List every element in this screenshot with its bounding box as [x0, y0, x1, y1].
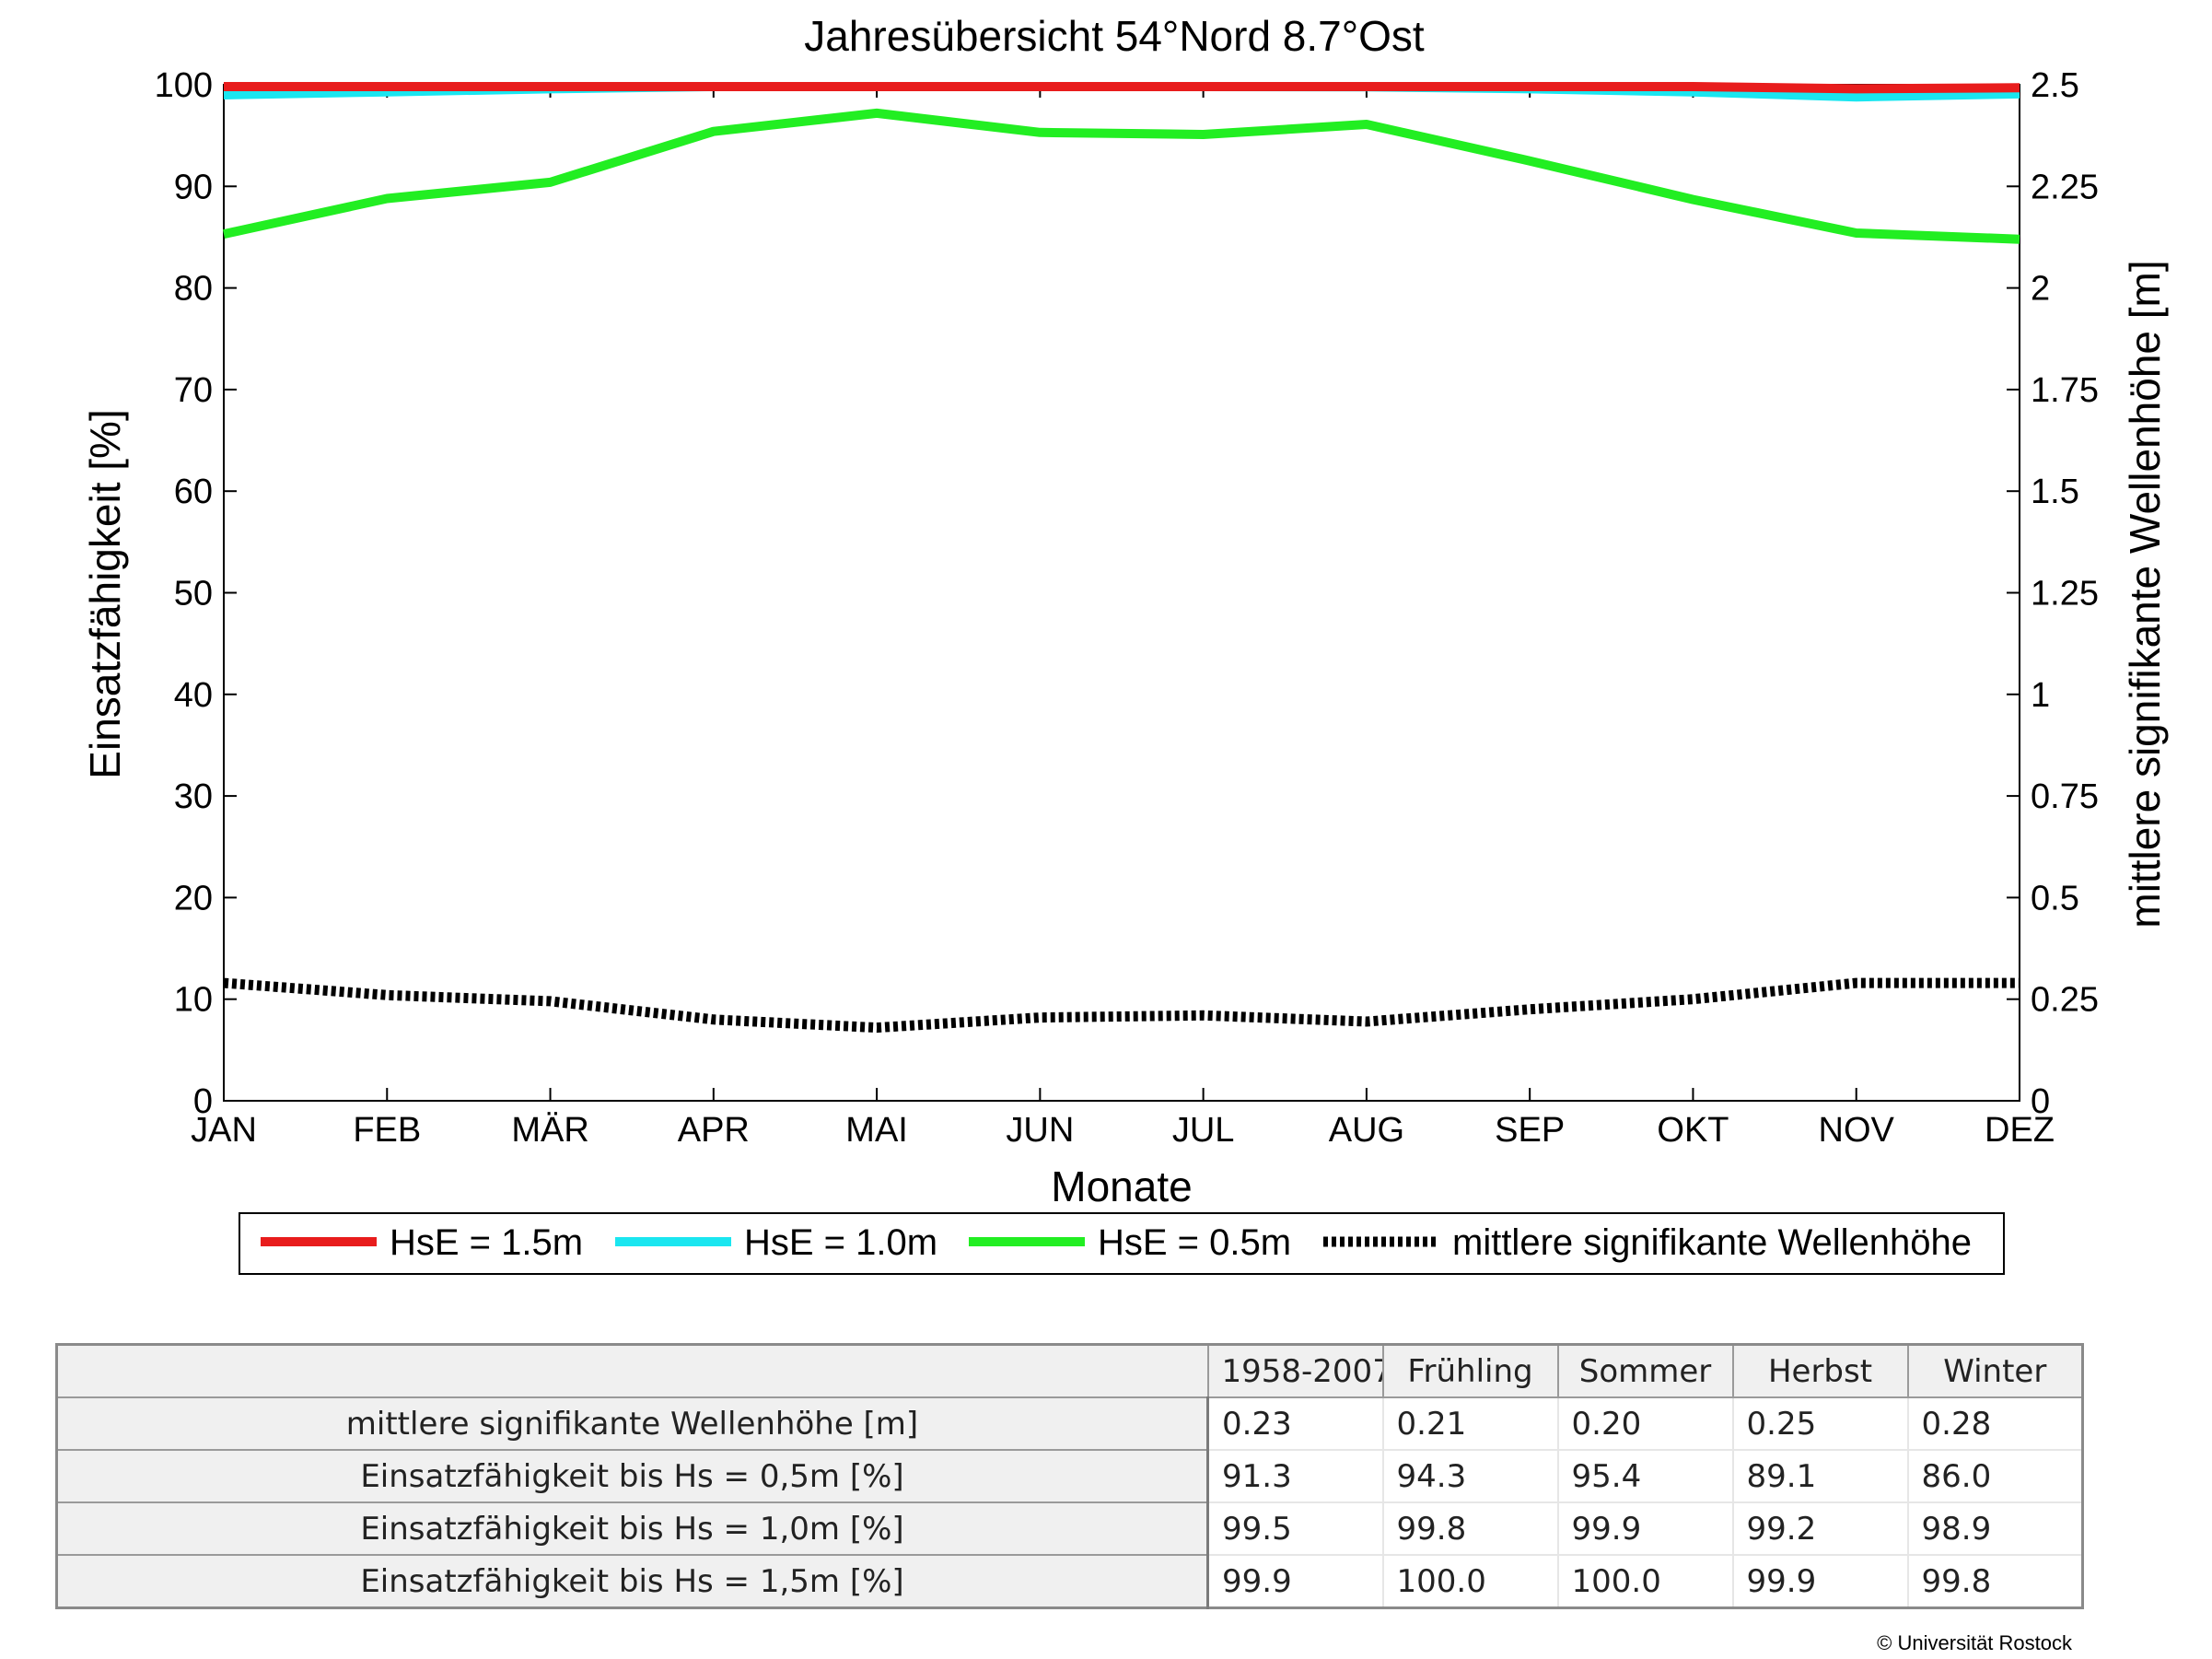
legend-label: HsE = 1.5m [390, 1222, 583, 1263]
y-tick-label: 30 [174, 777, 213, 816]
x-tick-label: MÄR [511, 1111, 588, 1150]
table-cell: 99.9 [1206, 1554, 1384, 1609]
table-cell: 91.3 [1206, 1449, 1384, 1503]
chart-title: Jahresübersicht 54°Nord 8.7°Ost [804, 12, 1425, 60]
x-tick-label: MAI [845, 1111, 908, 1150]
y2-tick-label: 0 [2031, 1082, 2050, 1121]
series-line [224, 82, 2020, 94]
x-tick-label: DEZ [1985, 1111, 2055, 1150]
x-tick-label: JAN [191, 1111, 257, 1150]
y-tick-label: 90 [174, 168, 213, 206]
table-cell: 99.8 [1906, 1554, 2084, 1609]
table-cell: 99.9 [1731, 1554, 1909, 1609]
table-cell: 86.0 [1906, 1449, 2084, 1503]
table-cell: 0.20 [1556, 1396, 1734, 1451]
plot-area [223, 84, 2020, 1102]
x-tick-label: APR [678, 1111, 750, 1150]
y2-tick-label: 1 [2031, 676, 2050, 715]
table-cell: 95.4 [1556, 1449, 1734, 1503]
legend-label: mittlere signifikante Wellenhöhe [1452, 1222, 1972, 1263]
row-label: mittlere signifikante Wellenhöhe [m] [55, 1396, 1209, 1451]
table-cell: 99.5 [1206, 1501, 1384, 1556]
x-tick-label: JUN [1006, 1111, 1074, 1150]
row-label: Einsatzfähigkeit bis Hs = 1,5m [%] [55, 1554, 1209, 1609]
y-tick-label: 40 [174, 676, 213, 715]
series-line [223, 977, 2020, 1034]
annual-overview-chart: Jahresübersicht 54°Nord 8.7°Ost 01020304… [81, 12, 2169, 1275]
table-row: Einsatzfähigkeit bis Hs = 1,5m [%] 99.9 … [55, 1554, 2084, 1609]
x-tick-label: FEB [353, 1111, 421, 1150]
header-autumn: Herbst [1731, 1343, 1909, 1398]
row-label: Einsatzfähigkeit bis Hs = 0,5m [%] [55, 1449, 1209, 1503]
table-cell: 99.8 [1381, 1501, 1559, 1556]
left-axis: 0 10 20 30 40 50 60 70 80 90 100 [155, 66, 237, 1121]
x-tick-label: JUL [1172, 1111, 1235, 1150]
table-row: Einsatzfähigkeit bis Hs = 0,5m [%] 91.3 … [55, 1449, 2084, 1503]
x-axis-label: Monate [1051, 1162, 1192, 1210]
y2-tick-label: 2 [2031, 270, 2050, 309]
y-tick-label: 80 [174, 270, 213, 309]
statistics-table: 1958-2007 Frühling Sommer Herbst Winter … [55, 1343, 2084, 1609]
table-cell: 0.23 [1206, 1396, 1384, 1451]
table-cell: 100.0 [1556, 1554, 1734, 1609]
legend-label: HsE = 0.5m [1098, 1222, 1291, 1263]
x-tick-label: SEP [1495, 1111, 1565, 1150]
y-tick-label: 100 [155, 66, 213, 105]
legend-box [239, 1212, 2005, 1275]
y-tick-label: 50 [174, 575, 213, 613]
y-tick-label: 70 [174, 371, 213, 410]
table-cell: 94.3 [1381, 1449, 1559, 1503]
table-cell: 0.25 [1731, 1396, 1909, 1451]
y2-axis-label: mittlere signifikante Wellenhöhe [m] [2121, 260, 2169, 928]
right-axis: 0 0.25 0.5 0.75 1 1.25 1.5 1.75 2 2.25 2.5 [2007, 66, 2099, 1121]
y-axis-label: Einsatzfähigkeit [%] [81, 409, 129, 778]
y2-tick-label: 0.25 [2031, 981, 2099, 1020]
y-tick-label: 60 [174, 473, 213, 511]
legend-label: HsE = 1.0m [744, 1222, 937, 1263]
table-cell: 99.9 [1556, 1501, 1734, 1556]
y2-tick-label: 2.5 [2031, 66, 2079, 105]
table-cell: 0.28 [1906, 1396, 2084, 1451]
header-summer: Sommer [1556, 1343, 1734, 1398]
y-tick-label: 10 [174, 981, 213, 1020]
y2-tick-label: 0.5 [2031, 879, 2079, 917]
series-lines [222, 82, 2020, 1034]
y2-tick-label: 1.5 [2031, 473, 2079, 511]
x-axis: JAN FEB MÄR APR MAI JUN JUL AUG SEP OKT NOV DEZ [191, 85, 2055, 1150]
table-cell: 89.1 [1731, 1449, 1909, 1503]
table-corner-cell [55, 1343, 1209, 1398]
x-tick-label: OKT [1657, 1111, 1729, 1150]
table-row: Einsatzfähigkeit bis Hs = 1,0m [%] 99.5 … [55, 1501, 2084, 1556]
table-cell: 98.9 [1906, 1501, 2084, 1556]
y2-tick-label: 1.75 [2031, 371, 2099, 410]
header-winter: Winter [1906, 1343, 2084, 1398]
copyright-notice: © Universität Rostock [1877, 1631, 2072, 1654]
x-tick-label: NOV [1819, 1111, 1895, 1150]
y2-tick-label: 1.25 [2031, 575, 2099, 613]
y-tick-label: 20 [174, 879, 213, 917]
header-spring: Frühling [1381, 1343, 1559, 1398]
header-period: 1958-2007 [1206, 1343, 1384, 1398]
table-cell: 100.0 [1381, 1554, 1559, 1609]
table-cell: 99.2 [1731, 1501, 1909, 1556]
y2-tick-label: 2.25 [2031, 168, 2099, 206]
x-tick-label: AUG [1329, 1111, 1404, 1150]
table-header-row: 1958-2007 Frühling Sommer Herbst Winter [55, 1343, 2084, 1398]
table-cell: 0.21 [1381, 1396, 1559, 1451]
y2-tick-label: 0.75 [2031, 777, 2099, 816]
table-row: mittlere signifikante Wellenhöhe [m] 0.2… [55, 1396, 2084, 1451]
row-label: Einsatzfähigkeit bis Hs = 1,0m [%] [55, 1501, 1209, 1556]
legend: HsE = 1.5m HsE = 1.0m HsE = 0.5m mittlere s… [239, 1212, 2005, 1275]
y-tick-label: 0 [193, 1082, 213, 1121]
series-line [222, 108, 2020, 244]
